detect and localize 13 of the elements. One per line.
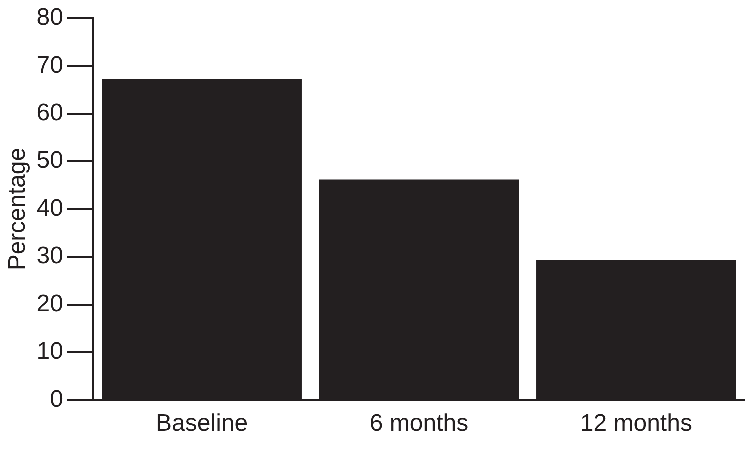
y-tick-label: 30 bbox=[36, 242, 64, 270]
y-tick-label: 80 bbox=[36, 4, 64, 32]
y-tick-label: 0 bbox=[50, 386, 64, 413]
y-tick-label: 70 bbox=[36, 52, 64, 79]
y-tick-label: 60 bbox=[36, 99, 64, 126]
y-tick-label: 40 bbox=[36, 194, 64, 222]
y-tick-label: 50 bbox=[36, 147, 64, 174]
y-tick-label: 10 bbox=[36, 338, 64, 366]
x-tick-label: 12 months bbox=[580, 410, 692, 438]
x-tick-label: 6 months bbox=[370, 410, 469, 438]
y-axis-title: Percentage bbox=[4, 148, 32, 271]
y-tick-label: 20 bbox=[36, 290, 64, 318]
x-tick-label: Baseline bbox=[156, 410, 248, 438]
